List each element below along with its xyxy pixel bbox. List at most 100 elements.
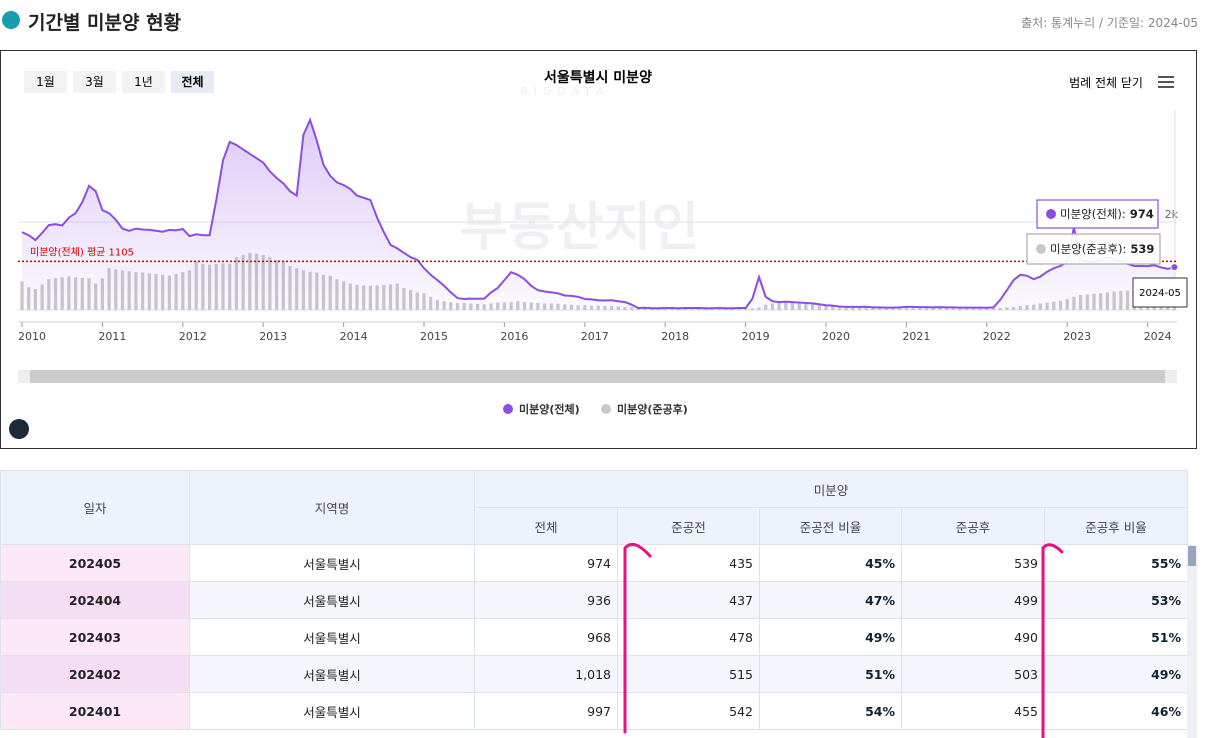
range-button-label[interactable]: 1년 [134, 75, 153, 89]
tooltip-dot [1036, 244, 1046, 254]
column-subheader: 준공후 [901, 507, 1045, 545]
tooltip-text: 미분양(전체): 974 [1060, 207, 1154, 221]
table-cell: 45% [759, 544, 902, 582]
x-tick-label: 2012 [179, 330, 207, 343]
table-cell: 478 [617, 618, 760, 656]
table-cell: 서울특별시 [189, 581, 475, 619]
range-button-label[interactable]: 1월 [36, 75, 55, 89]
tooltip-box [1036, 199, 1159, 229]
range-button-label[interactable]: 3월 [85, 75, 104, 89]
x-tick-label: 2014 [340, 330, 368, 343]
x-tick-label: 2020 [822, 330, 850, 343]
table-cell: 46% [1044, 692, 1188, 730]
table-cell: 47% [759, 581, 902, 619]
scroll-right[interactable] [1165, 370, 1177, 383]
table-cell: 1,018 [474, 655, 618, 693]
range-button[interactable] [171, 71, 214, 93]
column-subheader: 전체 [474, 507, 618, 545]
x-tick-label: 2011 [98, 330, 126, 343]
table-cell: 54% [759, 692, 902, 730]
table-cell: 49% [759, 618, 902, 656]
column-header: 지역명 [189, 470, 475, 545]
column-subheader: 준공전 비율 [759, 507, 902, 545]
legend-label[interactable]: 미분양(전체) [519, 402, 580, 416]
x-tick-label: 2023 [1063, 330, 1091, 343]
range-button[interactable] [122, 71, 165, 93]
x-tick-label: 2013 [259, 330, 287, 343]
x-tick-label: 2021 [902, 330, 930, 343]
range-button[interactable] [73, 71, 116, 93]
tooltip-value: 974 [1130, 207, 1154, 221]
table-cell: 202402 [0, 655, 190, 693]
table-cell: 서울특별시 [189, 655, 475, 693]
table-cell: 서울특별시 [189, 618, 475, 656]
table-cell: 455 [901, 692, 1045, 730]
table-cell: 435 [617, 544, 760, 582]
table-cell: 서울특별시 [189, 692, 475, 730]
table-cell: 974 [474, 544, 618, 582]
logo-icon [2, 11, 20, 29]
table-cell: 51% [1044, 618, 1188, 656]
average-label: 미분양(전체) 평균 1105 [30, 246, 134, 258]
tooltip-label: 미분양(준공후): [1050, 242, 1126, 256]
table-row: 202404 서울특별시 936 437 47% 499 53% [0, 581, 1188, 619]
tooltip-dot [1046, 209, 1056, 219]
header-row: 일자 지역명 미분양 [0, 470, 1188, 545]
chart-title: 서울특별시 미분양 [544, 69, 652, 86]
x-tick-label: 2019 [742, 330, 770, 343]
range-button-label[interactable]: 전체 [181, 74, 203, 89]
table-cell: 서울특별시 [189, 544, 475, 582]
y-tick-label: 2k [1165, 208, 1179, 221]
table-cell: 55% [1044, 544, 1188, 582]
table-cell: 202401 [0, 692, 190, 730]
table-cell: 499 [901, 581, 1045, 619]
source-note: 출처: 통계누리 / 기준일: 2024-05 [1021, 16, 1198, 30]
x-tick-label: 2024 [1144, 330, 1172, 343]
table-cell: 202403 [0, 618, 190, 656]
menu-icon[interactable] [1158, 76, 1174, 88]
scroll-thumb[interactable] [1188, 546, 1196, 566]
scrollbar[interactable] [18, 370, 1177, 383]
table-cell: 997 [474, 692, 618, 730]
x-tick-label: 2015 [420, 330, 448, 343]
line [21, 117, 1175, 310]
x-tick-label: 2017 [581, 330, 609, 343]
table-row: 202403 서울특별시 968 478 49% 490 51% [0, 618, 1188, 656]
x-tick-label: 2022 [983, 330, 1011, 343]
table-cell: 968 [474, 618, 618, 656]
table-scrollbar[interactable] [1187, 545, 1197, 738]
tooltip-value: 539 [1130, 242, 1154, 256]
scroll-left[interactable] [18, 370, 30, 383]
table-cell: 542 [617, 692, 760, 730]
tooltip-text: 미분양(준공후): 539 [1050, 242, 1154, 256]
column-subheader: 준공후 비율 [1044, 507, 1188, 545]
legend-toggle[interactable]: 범례 전체 닫기 [1069, 76, 1143, 90]
table-cell: 53% [1044, 581, 1188, 619]
line-area [22, 119, 1175, 311]
column-header: 일자 [0, 470, 190, 545]
tooltip-label: 미분양(전체): [1060, 207, 1126, 221]
table-cell: 51% [759, 655, 902, 693]
x-tick-label: 2016 [500, 330, 528, 343]
legend-marker[interactable] [601, 404, 611, 414]
page-title: 기간별 미분양 현황 [28, 12, 182, 34]
brand-logo [9, 419, 29, 439]
data-table: 일자 지역명 미분양 전체 준공전 준공전 비율 준공후 준공후 비율 202405 서울특별시 9… [0, 470, 1188, 730]
table-cell: 539 [901, 544, 1045, 582]
tooltip-date: 2024-05 [1139, 288, 1181, 299]
legend-label[interactable]: 미분양(준공후) [617, 402, 688, 416]
legend-marker[interactable] [503, 404, 513, 414]
watermark: BIGDATA [520, 85, 610, 98]
watermark: 부동산지인 [460, 198, 699, 258]
table-cell: 437 [617, 581, 760, 619]
table-cell: 490 [901, 618, 1045, 656]
hover-point [1170, 263, 1179, 272]
table-cell: 936 [474, 581, 618, 619]
table-row: 202402 서울특별시 1,018 515 51% 503 49% [0, 655, 1188, 693]
table-row: 202405 서울특별시 974 435 45% 539 55% [0, 544, 1188, 582]
x-tick-label: 2018 [661, 330, 689, 343]
range-button[interactable] [24, 71, 67, 93]
table-cell: 49% [1044, 655, 1188, 693]
table-cell: 202405 [0, 544, 190, 582]
